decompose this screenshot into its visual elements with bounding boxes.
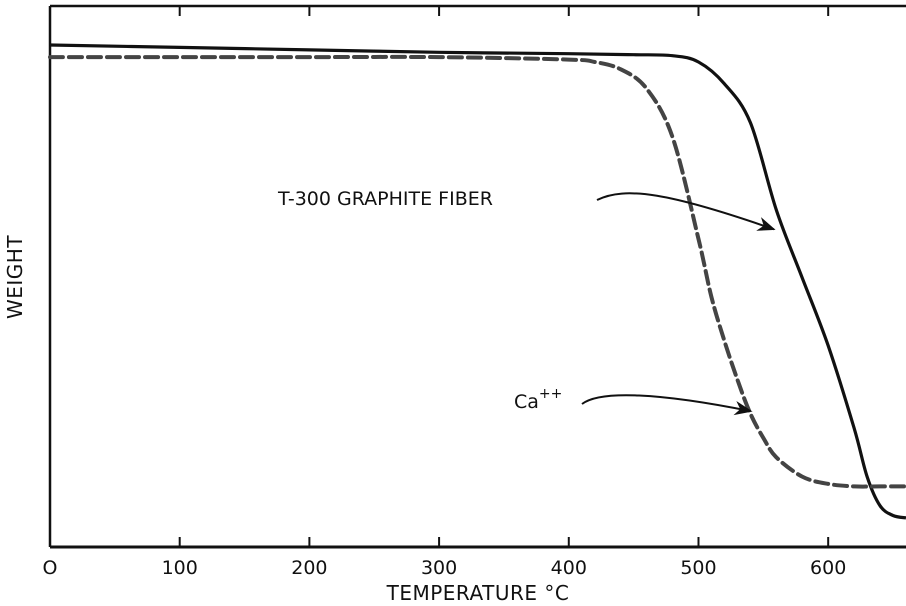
x-tick-label-300: 300 <box>421 557 457 579</box>
annotation-ca-base: Ca <box>514 391 539 413</box>
x-tick-label-500: 500 <box>680 557 716 579</box>
y-axis-label: WEIGHT <box>3 235 27 319</box>
annotation-layer: T-300 GRAPHITE FIBER Ca++ <box>277 188 776 416</box>
x-tick-label-0: O <box>43 557 58 579</box>
x-tick-label-200: 200 <box>291 557 327 579</box>
series-line-fiber <box>49 43 906 520</box>
x-tick-label-600: 600 <box>810 557 846 579</box>
annotation-fiber-arrow <box>596 192 776 231</box>
plot-frame <box>48 4 906 549</box>
annotation-fiber-label: T-300 GRAPHITE FIBER <box>277 188 493 210</box>
series-layer <box>48 43 906 520</box>
annotation-ca-sup: ++ <box>539 386 562 402</box>
annotation-ca-label: Ca++ <box>514 386 562 413</box>
x-tick-label-100: 100 <box>162 557 198 579</box>
x-tick-labels: O 100 200 300 400 500 600 <box>43 557 847 579</box>
annotation-ca-arrow <box>581 394 753 416</box>
series-line-ca <box>48 54 906 489</box>
x-axis-label: TEMPERATURE °C <box>386 581 570 605</box>
x-tick-label-400: 400 <box>551 557 587 579</box>
x-ticks <box>178 6 830 547</box>
